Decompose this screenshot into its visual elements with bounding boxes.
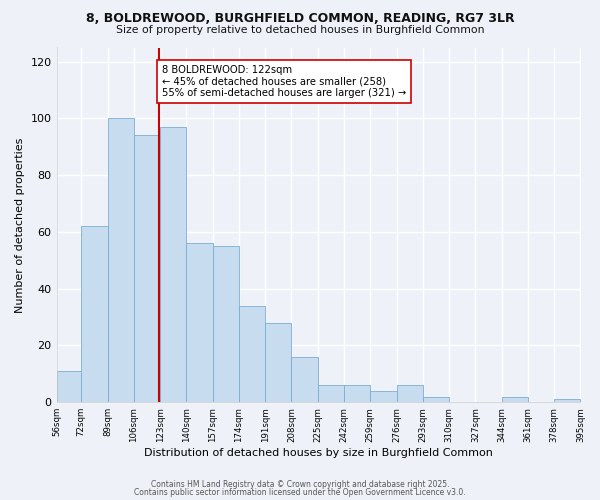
Bar <box>56 371 81 402</box>
Bar <box>318 385 344 402</box>
Bar <box>212 246 239 402</box>
Bar <box>502 396 528 402</box>
Y-axis label: Number of detached properties: Number of detached properties <box>15 137 25 312</box>
Text: Contains public sector information licensed under the Open Government Licence v3: Contains public sector information licen… <box>134 488 466 497</box>
Text: 8, BOLDREWOOD, BURGHFIELD COMMON, READING, RG7 3LR: 8, BOLDREWOOD, BURGHFIELD COMMON, READIN… <box>86 12 514 26</box>
X-axis label: Distribution of detached houses by size in Burghfield Common: Distribution of detached houses by size … <box>144 448 493 458</box>
Bar <box>239 306 265 402</box>
Bar <box>265 323 292 402</box>
Bar <box>344 385 370 402</box>
Bar <box>81 226 107 402</box>
Bar <box>134 136 160 402</box>
Bar <box>370 391 397 402</box>
Bar <box>187 244 212 402</box>
Bar <box>160 127 187 402</box>
Bar <box>292 357 318 402</box>
Bar <box>423 396 449 402</box>
Text: Contains HM Land Registry data © Crown copyright and database right 2025.: Contains HM Land Registry data © Crown c… <box>151 480 449 489</box>
Bar <box>554 400 580 402</box>
Text: 8 BOLDREWOOD: 122sqm
← 45% of detached houses are smaller (258)
55% of semi-deta: 8 BOLDREWOOD: 122sqm ← 45% of detached h… <box>161 64 406 98</box>
Bar <box>397 385 423 402</box>
Text: Size of property relative to detached houses in Burghfield Common: Size of property relative to detached ho… <box>116 25 484 35</box>
Bar <box>107 118 134 402</box>
